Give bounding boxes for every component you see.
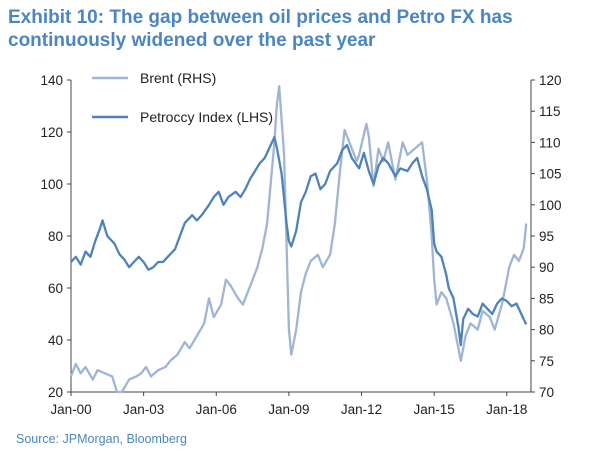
chart-axes: 20 40 60 80 100 120 140 70 75 80 85 90 95 100 105 110 11… (40, 73, 561, 417)
left-tick-label: 100 (40, 177, 63, 192)
legend-label-brent: Brent (RHS) (140, 70, 216, 86)
left-tick-label: 120 (40, 125, 63, 140)
legend-label-petroccy: Petroccy Index (LHS) (140, 109, 273, 125)
right-tick-label: 80 (539, 323, 554, 338)
right-tick-label: 115 (539, 104, 561, 119)
right-tick-label: 75 (539, 354, 554, 369)
left-tick-label: 40 (48, 333, 63, 348)
x-tick-label: Jan-09 (268, 402, 309, 417)
x-tick-label: Jan-00 (50, 402, 91, 417)
source-note: Source: JPMorgan, Bloomberg (16, 432, 187, 446)
right-tick-label: 110 (539, 135, 561, 150)
x-tick-label: Jan-03 (123, 402, 164, 417)
right-tick-label: 120 (539, 73, 562, 88)
right-tick-label: 100 (539, 198, 562, 213)
x-tick-label: Jan-18 (486, 402, 527, 417)
chart-legend: Brent (RHS) Petroccy Index (LHS) (92, 70, 273, 125)
left-tick-label: 80 (48, 229, 63, 244)
chart-title-line-2: continuously widened over the past year (8, 30, 376, 51)
left-tick-label: 20 (48, 385, 63, 400)
right-tick-label: 90 (539, 260, 554, 275)
left-tick-label: 140 (40, 73, 63, 88)
chart-title-line-1: Exhibit 10: The gap between oil prices a… (8, 7, 513, 28)
right-tick-label: 105 (539, 167, 562, 182)
right-tick-label: 95 (539, 229, 554, 244)
right-tick-label: 70 (539, 385, 554, 400)
left-tick-label: 60 (48, 281, 63, 296)
petroccy-series-line (70, 136, 528, 347)
chart-title: Exhibit 10: The gap between oil prices a… (8, 6, 592, 52)
x-tick-label: Jan-06 (196, 402, 237, 417)
chart-series (69, 85, 528, 394)
brent-series-line (69, 85, 528, 394)
x-tick-label: Jan-15 (414, 402, 455, 417)
x-tick-label: Jan-12 (341, 402, 382, 417)
right-tick-label: 85 (539, 291, 554, 306)
